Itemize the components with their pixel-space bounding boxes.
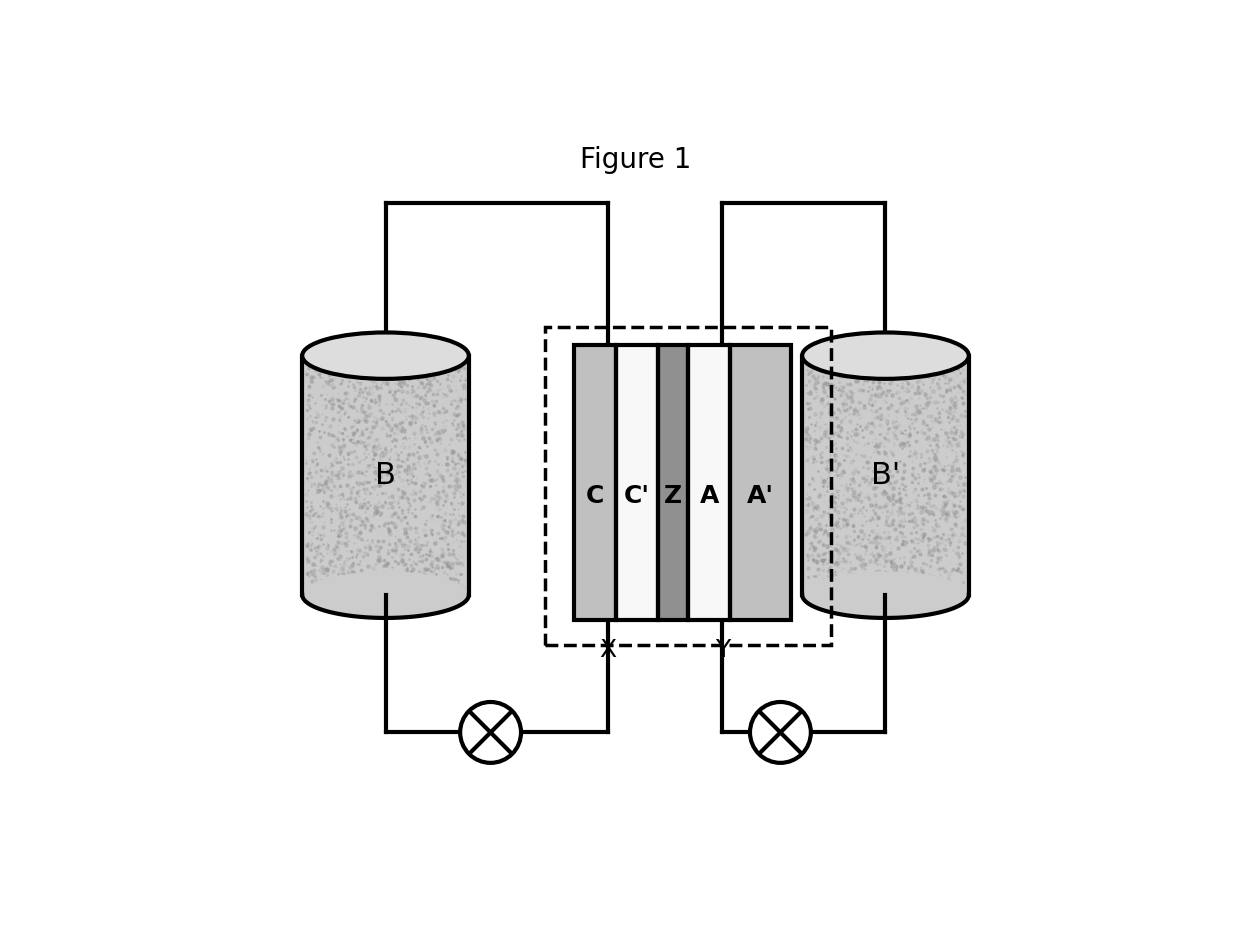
Text: Y: Y [714, 638, 730, 662]
Bar [730, 344, 791, 620]
Text: Z: Z [665, 485, 682, 508]
Ellipse shape [303, 332, 469, 379]
Bar [574, 344, 616, 620]
Bar [802, 356, 968, 595]
Bar [616, 344, 658, 620]
Bar [688, 344, 730, 620]
Text: A: A [699, 485, 719, 508]
Circle shape [750, 702, 811, 763]
Ellipse shape [303, 571, 469, 618]
Bar [544, 327, 831, 646]
Bar [303, 356, 469, 595]
Bar [688, 344, 730, 620]
Text: C': C' [624, 485, 650, 508]
Text: B': B' [870, 461, 900, 489]
Ellipse shape [802, 571, 968, 618]
Text: C: C [585, 485, 604, 508]
Text: Figure 1: Figure 1 [580, 146, 691, 174]
Text: A': A' [748, 485, 774, 508]
Circle shape [460, 702, 521, 763]
Text: B: B [374, 461, 396, 489]
Bar [658, 344, 688, 620]
Bar [730, 344, 791, 620]
Bar [616, 344, 658, 620]
Text: X: X [599, 638, 616, 662]
Bar [658, 344, 688, 620]
Bar [574, 344, 616, 620]
Ellipse shape [802, 332, 968, 379]
